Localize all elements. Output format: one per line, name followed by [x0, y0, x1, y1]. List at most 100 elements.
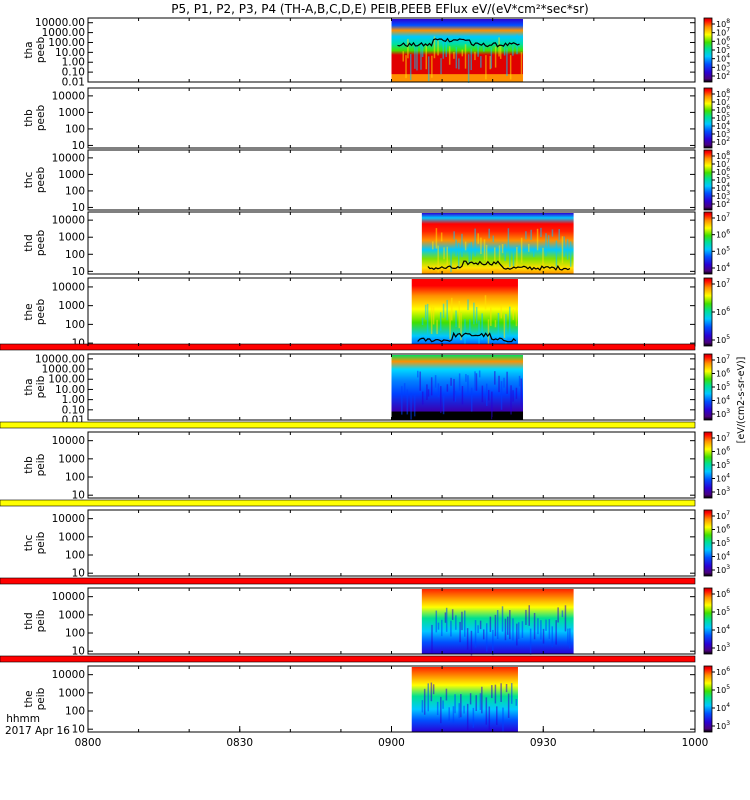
panel-label-product: peeb [35, 167, 47, 194]
panel-label-probe: thb [23, 109, 35, 127]
colorbar-tick-label: 105 [716, 44, 730, 55]
panel-label-probe: thc [23, 172, 35, 189]
panel-tha-peib: 10000.001000.00100.0010.001.000.100.01th… [0, 343, 730, 427]
texture-streak [490, 47, 493, 69]
texture-streak [477, 40, 479, 57]
texture-streak [510, 385, 512, 415]
texture-streak [492, 235, 495, 242]
colorbar-tick-label: 107 [716, 158, 730, 169]
texture-streak [417, 370, 419, 378]
texture-streak [474, 371, 476, 391]
texture-streak [509, 55, 512, 80]
density-trace [417, 331, 517, 343]
colorbar-scale [703, 353, 713, 421]
colorbar-tick-label: 107 [716, 432, 730, 443]
texture-streak [432, 241, 434, 250]
texture-streak [517, 622, 520, 640]
texture-streak [458, 300, 461, 329]
colorbar-scale [703, 587, 713, 655]
texture-streak [542, 628, 545, 644]
colorbar: 107 106 105 [703, 277, 730, 347]
colorbar: 107 106 105 104 103 [703, 509, 730, 577]
y-tick-label: 100.00 [48, 37, 85, 49]
texture-streak [557, 607, 559, 623]
panel-label-product: peib [35, 453, 47, 476]
flag-bar [0, 343, 696, 351]
texture-streak [479, 693, 482, 710]
y-tick-label: 0.10 [62, 404, 85, 416]
texture-streak [466, 628, 469, 650]
texture-streak [467, 375, 469, 395]
y-tick-label: 100.00 [48, 374, 85, 386]
texture-streak [503, 314, 506, 339]
colorbar-tick-label: 102 [716, 70, 730, 81]
texture-streak [487, 319, 490, 346]
texture-streak [467, 299, 469, 311]
colorbar-tick-label: 106 [716, 524, 730, 535]
texture-streak [426, 384, 428, 400]
texture-streak [512, 618, 514, 641]
y-tick-label: 1000 [58, 232, 85, 244]
texture-streak [528, 243, 530, 252]
texture-streak [458, 373, 461, 391]
texture-streak [437, 245, 439, 273]
texture-streak [507, 228, 510, 250]
texture-streak [525, 609, 527, 626]
y-tick-label: 10 [72, 724, 85, 736]
texture-streak [446, 299, 448, 321]
texture-streak [405, 55, 407, 79]
texture-streak [561, 236, 564, 264]
panel-thd-peeb: 10000 1000 100 10 thd peeb 107 106 105 104 [23, 211, 730, 278]
panel-frame [87, 211, 696, 275]
texture-streak [440, 386, 442, 414]
y-tick-label: 10 [72, 202, 85, 214]
y-tick-label: 1000 [58, 107, 85, 119]
texture-streak [545, 619, 547, 631]
texture-streak [472, 707, 475, 728]
texture-streak [453, 51, 455, 59]
texture-streak [464, 319, 466, 350]
y-tick-label: 100 [65, 472, 85, 484]
texture-streak [537, 618, 539, 635]
colorbar-tick-label: 105 [716, 459, 730, 470]
texture-streak [477, 625, 479, 634]
texture-streak [457, 243, 460, 269]
texture-streak [489, 56, 491, 70]
texture-streak [414, 46, 416, 69]
texture-streak [427, 56, 430, 82]
texture-streak [479, 620, 482, 630]
texture-streak [468, 243, 470, 264]
texture-streak [481, 385, 484, 403]
texture-streak [507, 616, 509, 635]
texture-streak [484, 295, 487, 310]
texture-streak [496, 610, 499, 639]
panel-the-peib: 10000 1000 100 10 the peib 106 105 104 103 [0, 655, 730, 736]
texture-streak [566, 239, 569, 260]
texture-streak [512, 390, 514, 402]
colorbar-tick-label: 106 [716, 666, 730, 677]
y-tick-label: 10000 [52, 215, 85, 227]
texture-streak [440, 58, 442, 75]
texture-streak [496, 706, 498, 726]
texture-streak [515, 699, 518, 706]
texture-streak [530, 229, 532, 240]
texture-streak [561, 610, 564, 618]
colorbar-tick-label: 107 [716, 212, 730, 223]
y-tick-label: 10.00 [55, 384, 85, 396]
colorbar-title: [eV/(cm2-s-sr-eV)] [736, 357, 747, 444]
texture-streak [485, 383, 488, 406]
figure-title: P5, P1, P2, P3, P4 (TH-A,B,C,D,E) PEIB,P… [171, 2, 588, 16]
texture-streak [558, 229, 560, 241]
texture-streak [455, 239, 457, 257]
colorbar: 106 105 104 103 [703, 665, 730, 733]
colorbar-tick-label: 107 [716, 278, 730, 289]
texture-streak [450, 620, 452, 637]
panel-label-product: peeb [35, 299, 47, 326]
colorbar-tick-label: 102 [716, 198, 730, 209]
